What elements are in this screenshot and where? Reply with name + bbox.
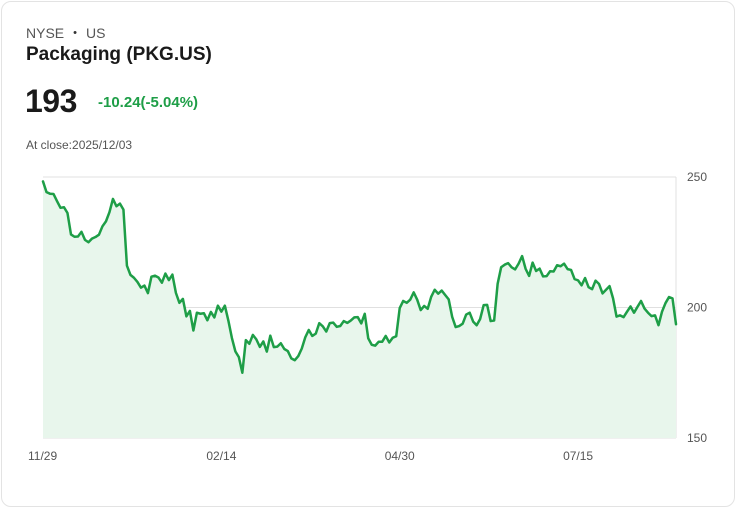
separator-dot: • [73, 27, 77, 39]
y-tick-label: 150 [687, 431, 707, 445]
stock-price: 193 [25, 83, 77, 119]
x-tick-label: 11/29 [28, 449, 57, 463]
x-tick-label: 07/15 [563, 449, 593, 463]
stock-title: Packaging (PKG.US) [26, 44, 212, 65]
y-tick-label: 200 [687, 301, 707, 315]
y-tick-label: 250 [687, 170, 707, 184]
price-line [41, 180, 678, 374]
price-area-fill [43, 181, 676, 438]
x-tick-label: 02/14 [206, 449, 236, 463]
close-date: At close:2025/12/03 [26, 138, 133, 152]
y-axis: 150 200 250 [687, 170, 707, 445]
country-code: US [85, 25, 106, 41]
exchange-name: NYSE [26, 25, 65, 41]
exchange-info: NYSE • US [26, 25, 105, 41]
x-tick-label: 04/30 [385, 449, 415, 463]
price-change: -10.24(-5.04%) [98, 94, 199, 111]
